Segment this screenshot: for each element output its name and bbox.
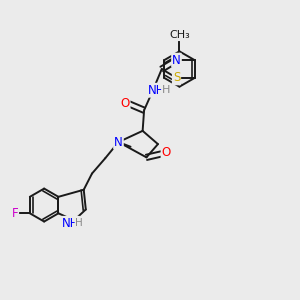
Text: F: F: [11, 207, 18, 220]
Text: CH₃: CH₃: [169, 30, 190, 40]
Text: NH: NH: [62, 217, 79, 230]
Text: H: H: [75, 218, 83, 228]
Text: S: S: [173, 71, 180, 84]
Text: NH: NH: [148, 84, 166, 97]
Text: O: O: [162, 146, 171, 159]
Text: N: N: [114, 136, 123, 148]
Text: N: N: [172, 54, 181, 67]
Text: O: O: [120, 97, 130, 110]
Text: H: H: [162, 85, 170, 95]
